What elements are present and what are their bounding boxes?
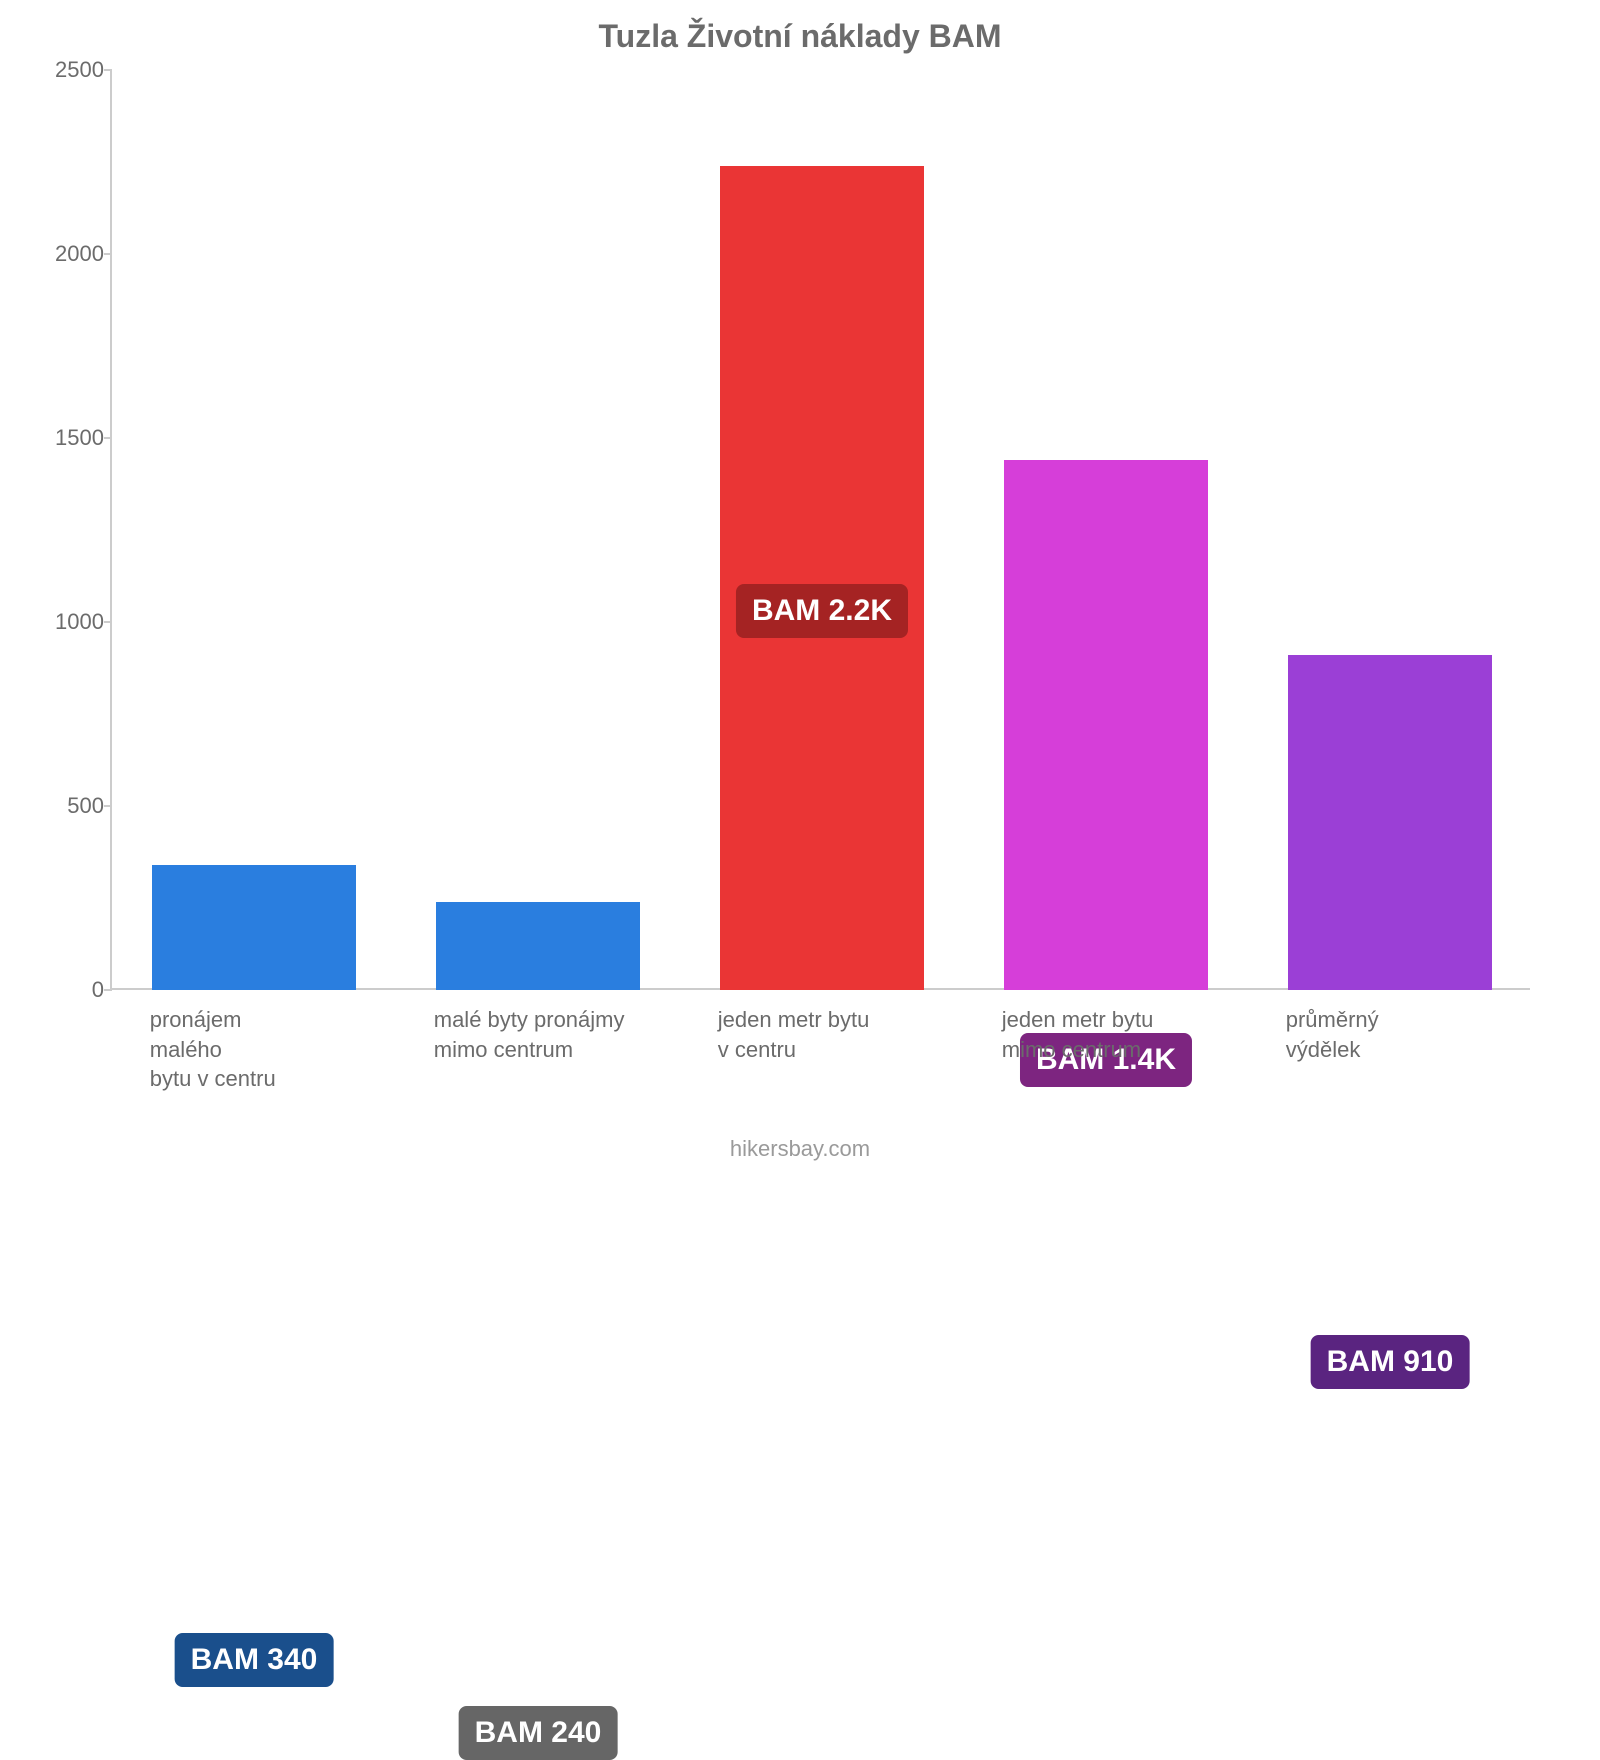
x-category-label: pronájem malého bytu v centru [150,1005,390,1094]
x-category-label: malé byty pronájmy mimo centrum [434,1005,674,1064]
bar: BAM 1.4K [1004,460,1208,990]
y-tick-mark [104,989,112,991]
bar: BAM 910 [1288,655,1492,990]
y-tick-label: 2500 [34,57,104,83]
y-tick-mark [104,805,112,807]
y-tick-mark [104,621,112,623]
y-tick-label: 1500 [34,425,104,451]
x-category-label: jeden metr bytu v centru [718,1005,958,1064]
y-tick-label: 2000 [34,241,104,267]
x-category-label: průměrný výdělek [1286,1005,1526,1064]
y-tick-label: 1000 [34,609,104,635]
bar-data-label: BAM 240 [459,1706,618,1760]
x-category-label: jeden metr bytu mimo centrum [1002,1005,1242,1064]
bar-data-label: BAM 340 [175,1633,334,1687]
y-tick-label: 0 [34,977,104,1003]
chart-container: Tuzla Životní náklady BAM 0 500 1000 1500 20… [0,0,1600,1200]
bar: BAM 340 [152,865,356,990]
chart-footer: hikersbay.com [0,1136,1600,1162]
plot-area: 05001000150020002500BAM 340BAM 240BAM 2.… [110,70,1530,990]
bar-data-label: BAM 2.2K [736,584,908,638]
bar: BAM 240 [436,902,640,990]
chart-title: Tuzla Životní náklady BAM [0,18,1600,55]
y-tick-mark [104,437,112,439]
y-tick-label: 500 [34,793,104,819]
y-tick-mark [104,253,112,255]
bar: BAM 2.2K [720,166,924,990]
y-tick-mark [104,69,112,71]
bar-data-label: BAM 910 [1311,1335,1470,1389]
